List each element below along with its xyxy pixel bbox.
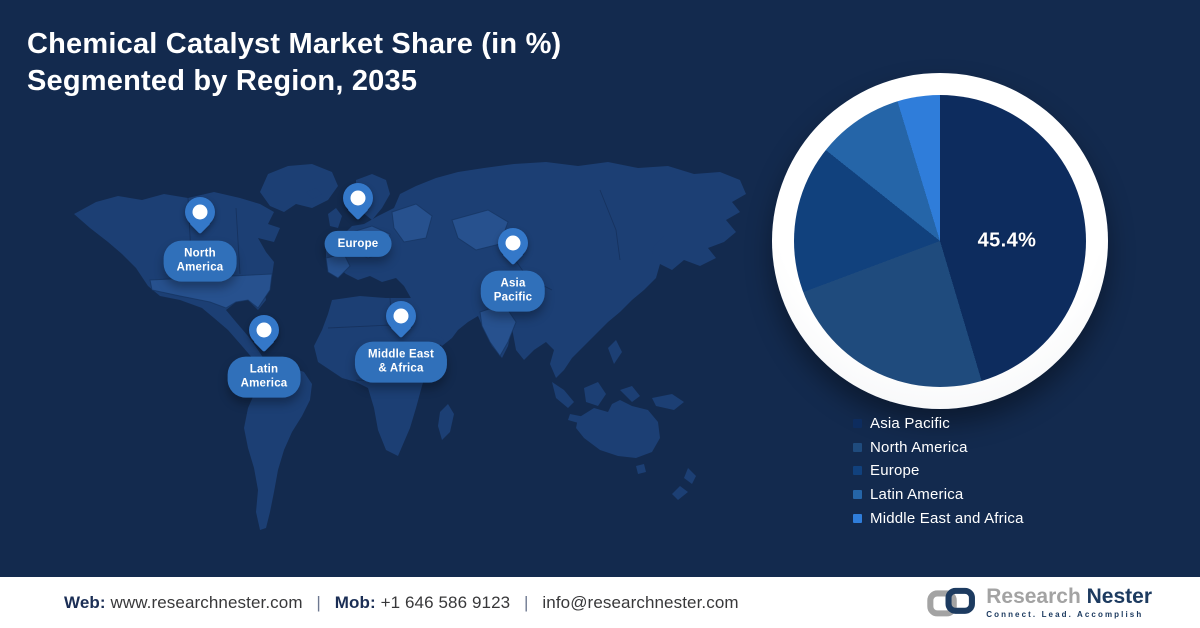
map-pin-north-america bbox=[185, 197, 215, 227]
legend-label: Latin America bbox=[870, 486, 964, 504]
brand-name: Research Nester bbox=[986, 586, 1152, 607]
region-highlight-usa bbox=[149, 273, 273, 309]
legend-swatch bbox=[853, 490, 862, 500]
legend-label: Europe bbox=[870, 462, 920, 480]
landmass-greenland bbox=[260, 164, 338, 212]
legend-swatch bbox=[853, 466, 862, 476]
world-map: North America Europe Asia Pacific Latin … bbox=[60, 150, 760, 560]
brand-tagline: Connect. Lead. Accomplish bbox=[986, 610, 1144, 619]
mob-label: Mob: bbox=[334, 592, 376, 612]
legend-swatch bbox=[853, 442, 862, 452]
legend-label: North America bbox=[870, 438, 968, 456]
brand-part-nester: Nester bbox=[1086, 585, 1152, 608]
legend-item: Europe bbox=[853, 459, 1024, 483]
map-pin-middle-east-africa bbox=[386, 301, 416, 331]
landmass-new-zealand-north bbox=[684, 468, 696, 484]
legend-item: Latin America bbox=[853, 483, 1024, 507]
email-value: info@researchnester.com bbox=[542, 592, 739, 612]
landmass-south-america bbox=[244, 366, 312, 530]
pie-legend: Asia Pacific North America Europe Latin Ame… bbox=[853, 412, 1024, 530]
map-pin-asia-pacific bbox=[498, 228, 528, 258]
landmass-iceland bbox=[306, 188, 322, 199]
region-highlight-eastern-europe bbox=[391, 203, 433, 243]
map-label-latin-america: Latin America bbox=[227, 356, 301, 398]
phone-value: +1 646 586 9123 bbox=[380, 592, 511, 612]
research-nester-logo: Research Nester Connect. Lead. Accomplis… bbox=[926, 585, 1152, 621]
legend-label: Asia Pacific bbox=[870, 415, 950, 433]
landmass-philippines bbox=[608, 340, 622, 364]
landmass-madagascar bbox=[438, 404, 454, 440]
legend-item: North America bbox=[853, 436, 1024, 460]
landmass-borneo bbox=[584, 382, 606, 406]
pie-slice-value: 45.4% bbox=[977, 229, 1037, 252]
landmass-australia bbox=[576, 400, 660, 458]
landmass-papua bbox=[652, 394, 684, 410]
contact-info: Web: www.researchnester.com | Mob: +1 64… bbox=[64, 593, 739, 613]
landmass-uk bbox=[328, 208, 342, 228]
legend-item: Asia Pacific bbox=[853, 412, 1024, 436]
page-title: Chemical Catalyst Market Share (in %) Seg… bbox=[27, 26, 561, 100]
chain-links-logo-icon bbox=[927, 587, 976, 616]
legend-swatch bbox=[853, 419, 862, 429]
map-label-north-america: North America bbox=[163, 240, 237, 282]
title-line-1: Chemical Catalyst Market Share (in %) bbox=[27, 28, 562, 60]
landmass-tasmania bbox=[636, 464, 646, 474]
title-line-2: Segmented by Region, 2035 bbox=[27, 65, 418, 97]
map-label-asia-pacific: Asia Pacific bbox=[480, 270, 546, 312]
footer-bar: Web: www.researchnester.com | Mob: +1 64… bbox=[0, 577, 1200, 628]
web-label: Web: bbox=[64, 592, 106, 612]
separator: | bbox=[316, 592, 321, 612]
pie-chart bbox=[794, 95, 1086, 387]
map-pin-europe bbox=[343, 183, 373, 213]
website-value: www.researchnester.com bbox=[110, 592, 303, 612]
map-label-middle-east-africa: Middle East & Africa bbox=[354, 341, 448, 383]
separator: | bbox=[524, 592, 529, 612]
legend-item: Middle East and Africa bbox=[853, 506, 1024, 530]
landmass-japan bbox=[652, 224, 678, 256]
legend-swatch bbox=[853, 513, 862, 523]
legend-label: Middle East and Africa bbox=[870, 509, 1024, 527]
map-pin-latin-america bbox=[249, 315, 279, 345]
map-label-europe: Europe bbox=[324, 230, 392, 258]
landmass-sulawesi bbox=[620, 386, 640, 402]
brand-part-research: Research bbox=[986, 585, 1081, 608]
landmass-sumatra bbox=[552, 382, 574, 408]
landmass-new-zealand-south bbox=[672, 486, 688, 500]
logo-text: Research Nester Connect. Lead. Accomplis… bbox=[986, 586, 1152, 619]
